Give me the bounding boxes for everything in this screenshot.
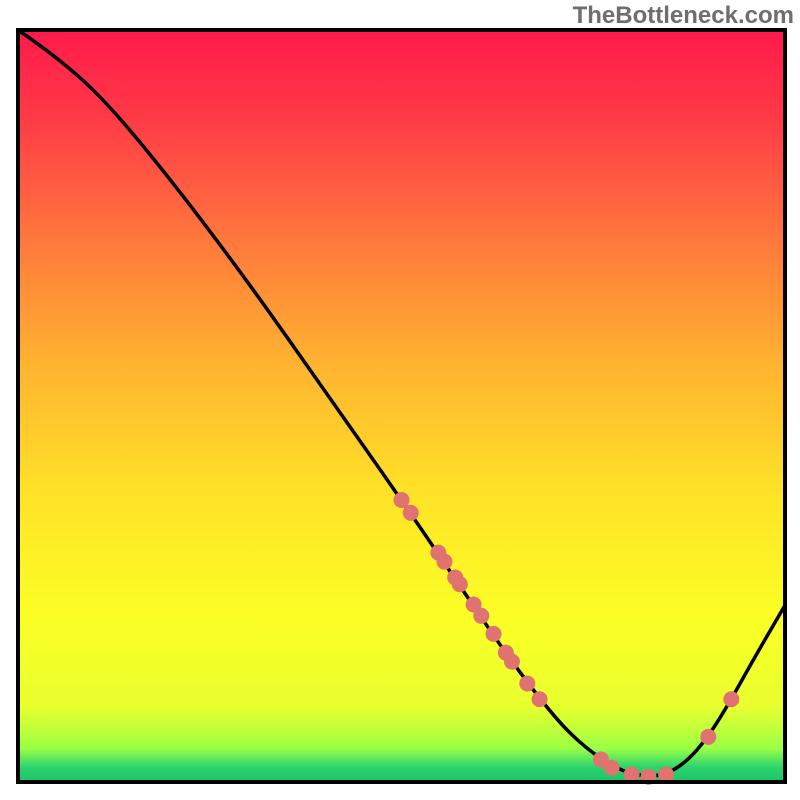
chart-container: { "watermark": { "text": "TheBottleneck.… — [0, 0, 800, 800]
watermark-text: TheBottleneck.com — [573, 2, 794, 30]
data-marker — [394, 492, 410, 508]
bottleneck-chart — [0, 0, 800, 800]
data-marker — [504, 654, 520, 670]
data-marker — [519, 675, 535, 691]
data-marker — [436, 554, 452, 570]
data-marker — [403, 505, 419, 521]
data-marker — [723, 691, 739, 707]
data-marker — [452, 576, 468, 592]
data-marker — [486, 626, 502, 642]
data-marker — [700, 729, 716, 745]
data-marker — [604, 760, 620, 776]
data-marker — [532, 691, 548, 707]
data-marker — [473, 608, 489, 624]
